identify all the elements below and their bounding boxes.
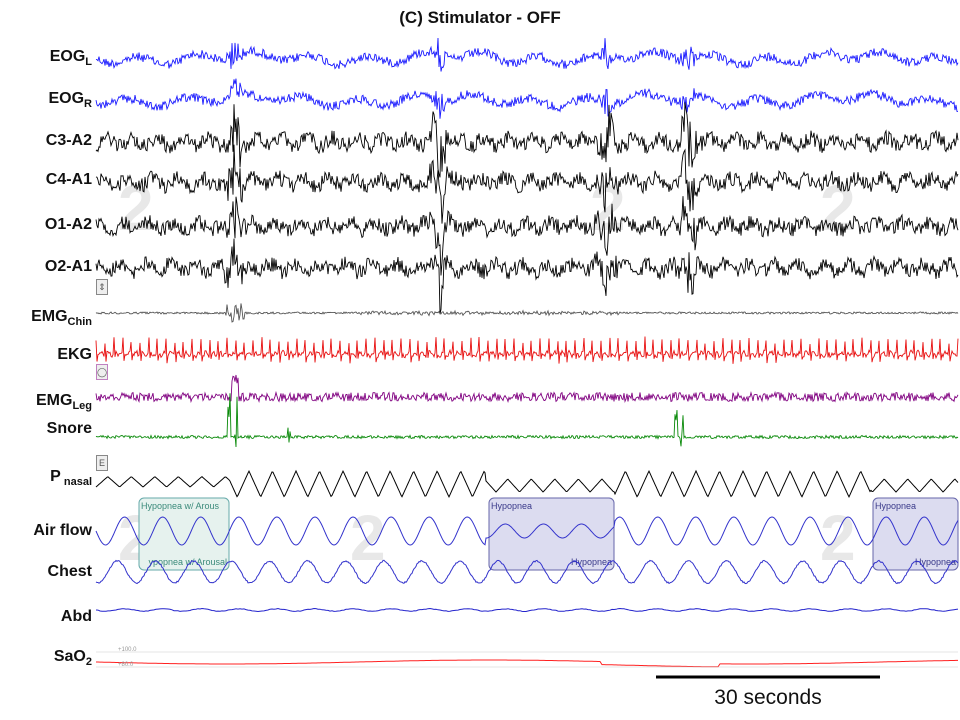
trace-eog-l <box>95 37 959 72</box>
channel-label: O1-A2 <box>4 216 92 234</box>
channel-label: Snore <box>4 420 92 438</box>
channel-label-text: EMG <box>31 308 68 325</box>
chart-title: (C) Stimulator - OFF <box>399 8 561 27</box>
channel-label-text: Abd <box>60 608 92 625</box>
scroll-icon[interactable]: ⇕ <box>96 279 108 295</box>
trace-o1-a2 <box>95 196 959 276</box>
channel-label-text: EKG <box>57 346 92 363</box>
channel-label-text: Chest <box>47 563 92 580</box>
channel-label-subscript: R <box>84 98 92 111</box>
trace-ekg <box>95 336 959 364</box>
ekg-settings-icon[interactable]: ◯ <box>96 364 108 380</box>
channel-label-text: EOG <box>49 48 86 65</box>
channel-label: EOGL <box>4 48 92 68</box>
channel-label: EMGLeg <box>4 392 92 412</box>
channel-label: EMGChin <box>4 308 92 328</box>
sao2-scale-label: +100.0 <box>118 647 137 653</box>
trace-c3-a2 <box>95 102 959 178</box>
pnasal-settings-icon[interactable]: E <box>96 455 108 471</box>
channel-label-text: O1-A2 <box>44 216 92 233</box>
channel-label-subscript: nasal <box>60 476 92 489</box>
channel-label: C4-A1 <box>4 171 92 189</box>
trace-chest <box>95 559 959 585</box>
channel-label-subscript: Leg <box>72 400 92 413</box>
channel-label: EKG <box>4 346 92 364</box>
channel-label-text: Snore <box>46 420 92 437</box>
channel-label: SaO2 <box>4 648 92 668</box>
channel-label: EOGR <box>4 90 92 110</box>
channel-label-text: O2-A1 <box>44 258 92 275</box>
channel-label-text: C4-A1 <box>45 171 92 188</box>
trace-snore <box>95 393 959 448</box>
channel-label-text: SaO <box>53 648 86 665</box>
trace-emg-chin <box>95 303 959 323</box>
trace-emg-leg <box>95 374 959 404</box>
sao2-scale-label: +80.0 <box>118 662 134 668</box>
trace-abd <box>95 607 959 613</box>
event-box[interactable] <box>488 497 615 571</box>
trace-o2-a1 <box>95 238 959 314</box>
channel-label-text: EOG <box>48 90 85 107</box>
event-label-top: Hypopnea <box>491 501 532 511</box>
event-label-bottom: Hypopnea <box>915 557 956 567</box>
event-label-top: Hypopnea <box>875 501 916 511</box>
event-label-bottom: Hypopnea <box>571 557 612 567</box>
channel-label-subscript: L <box>85 56 92 69</box>
scale-bar-label: 30 seconds <box>714 686 822 709</box>
event-label-top: Hypopnea w/ Arous <box>141 501 220 511</box>
trace-eog-r <box>95 78 958 119</box>
event-box[interactable] <box>872 497 959 571</box>
event-label-bottom: ypopnea w/ Arousal <box>148 557 227 567</box>
channel-label-subscript: 2 <box>85 656 92 669</box>
channel-label-text: Air flow <box>33 522 92 539</box>
watermark-mark: 2 <box>350 502 386 574</box>
channel-label: Chest <box>4 563 92 581</box>
trace-sao-2 <box>96 659 958 668</box>
trace-p-nasal <box>95 469 959 499</box>
channel-label: O2-A1 <box>4 258 92 276</box>
event-box[interactable] <box>138 497 230 571</box>
watermark-mark: 2 <box>820 502 856 574</box>
channel-label-subscript: Chin <box>67 316 92 329</box>
channel-label: C3-A2 <box>4 132 92 150</box>
channel-label-text: EMG <box>35 392 73 409</box>
trace-c4-a1 <box>95 144 959 224</box>
trace-air-flow <box>95 516 959 546</box>
channel-label: Abd <box>4 608 92 626</box>
channel-label: Air flow <box>4 522 92 540</box>
channel-label: P nasal <box>4 468 92 488</box>
channel-label-text: C3-A2 <box>45 132 92 149</box>
channel-label-text: P <box>50 468 61 485</box>
